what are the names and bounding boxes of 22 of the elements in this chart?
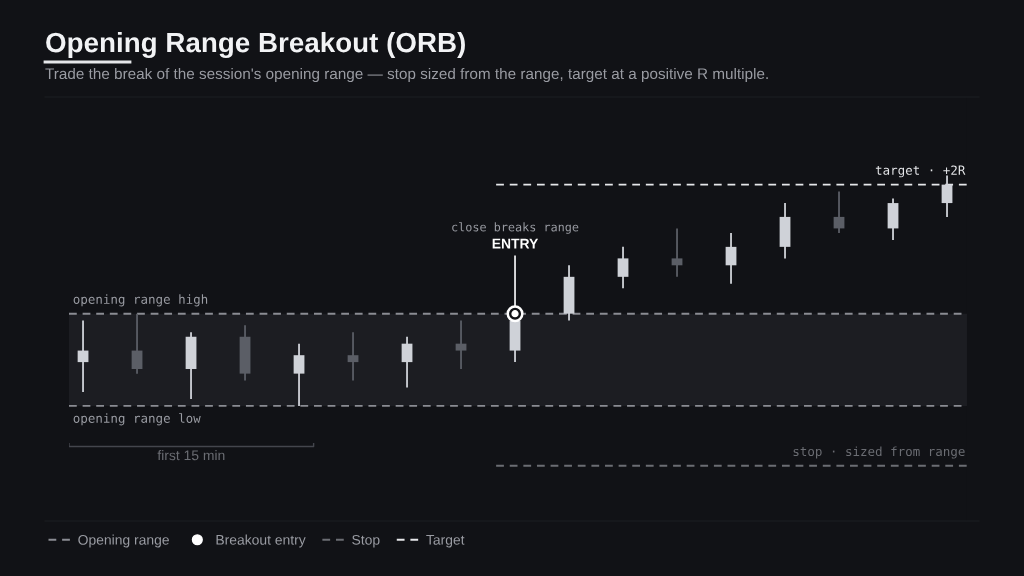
candlestick (455, 319, 467, 370)
text: Opening range (78, 534, 169, 548)
candlestick (617, 245, 629, 290)
ref-line-label: opening range low (73, 413, 201, 426)
candlestick (401, 335, 413, 389)
candlestick (671, 227, 683, 278)
ref-line-label: target · +2R (875, 165, 966, 178)
text: first 15 min (157, 450, 225, 461)
ref-line-label: opening range high (73, 294, 208, 307)
chart-title: Opening Range Breakout (ORB) (46, 31, 465, 59)
ref-line-label: stop · sized from range (793, 446, 965, 459)
text: Stop (352, 534, 380, 548)
candlestick (293, 342, 305, 407)
chart-subtitle: Trade the break of the session's opening range — stop sized from the range, target at a positive R multiple. (45, 67, 768, 83)
candlestick (131, 312, 143, 375)
legend-label: Breakout entry (216, 534, 306, 548)
candlestick (941, 174, 953, 218)
candlestick (725, 232, 737, 285)
text: Target (426, 535, 465, 548)
annotation: ENTRY (492, 238, 539, 249)
annotation: close breaks range (452, 222, 579, 234)
candlestick (347, 331, 359, 382)
